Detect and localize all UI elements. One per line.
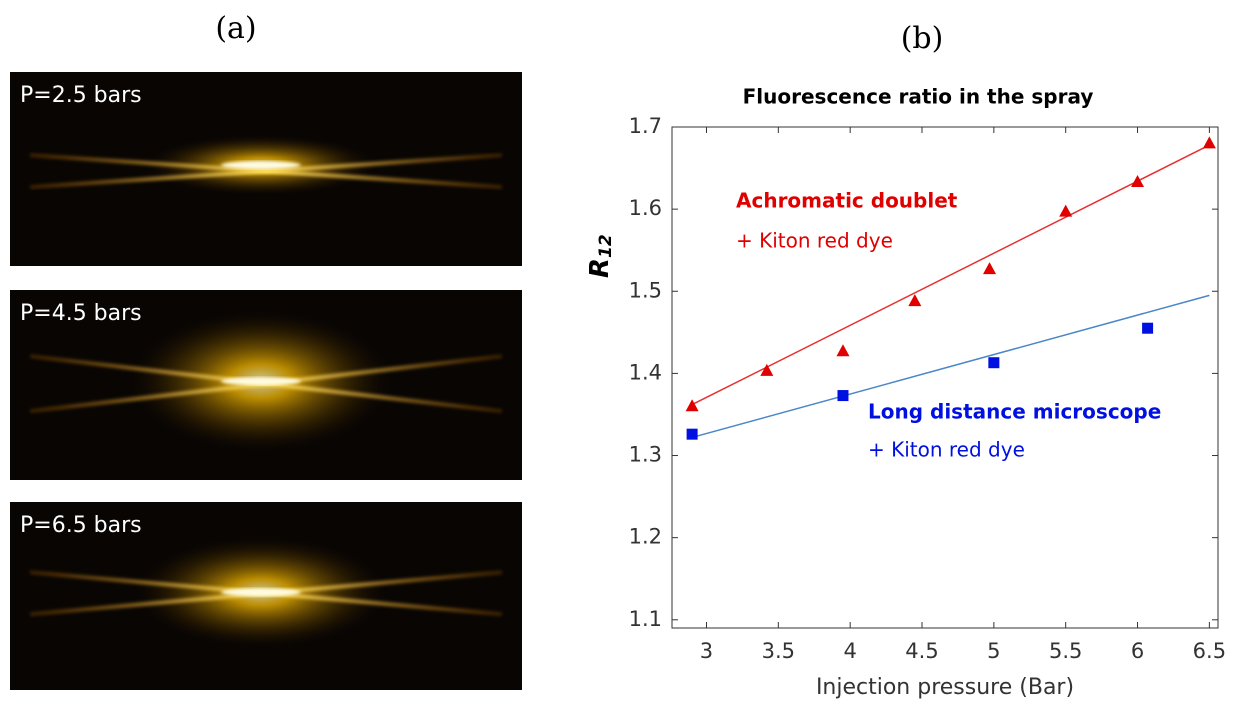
x-tick-label: 4 — [843, 639, 856, 663]
spray-image: P=4.5 bars — [10, 290, 522, 480]
data-point — [685, 399, 699, 412]
panel-label: (a) — [215, 11, 256, 46]
x-tick-label: 4.5 — [905, 639, 938, 663]
data-point — [988, 357, 1000, 369]
y-tick-label: 1.2 — [629, 525, 662, 549]
y-tick-label: 1.5 — [629, 278, 662, 302]
fit-line — [691, 144, 1210, 406]
plot-frame — [671, 126, 1219, 629]
y-axis-label-sub: 12 — [596, 234, 616, 258]
annotation: Long distance microscope — [868, 400, 1161, 424]
data-point — [1059, 204, 1073, 217]
data-point — [686, 428, 698, 440]
x-tick-label: 5.5 — [1049, 639, 1082, 663]
chart-title: Fluorescence ratio in the spray — [743, 85, 1094, 109]
y-tick-label: 1.1 — [629, 607, 662, 631]
spray-core — [220, 161, 301, 170]
x-axis-label: Injection pressure (Bar) — [816, 675, 1074, 700]
image-label: P=4.5 bars — [20, 301, 142, 326]
spray-image: P=2.5 bars — [10, 72, 522, 266]
x-tick-label: 3 — [700, 639, 713, 663]
spray-image: P=6.5 bars — [10, 502, 522, 690]
data-point — [1131, 175, 1145, 188]
data-point — [1142, 322, 1154, 334]
image-label: P=6.5 bars — [20, 513, 142, 538]
x-tick-label: 6.5 — [1193, 639, 1226, 663]
fit-line — [691, 294, 1210, 439]
data-point — [760, 363, 774, 376]
y-tick-label: 1.7 — [629, 114, 662, 138]
x-tick-label: 5 — [987, 639, 1000, 663]
panel-label: (b) — [901, 21, 944, 56]
spray-core — [220, 377, 301, 386]
data-point — [1202, 136, 1216, 149]
annotation: + Kiton red dye — [868, 438, 1025, 462]
spray-sheet — [29, 153, 503, 190]
data-point — [983, 262, 997, 275]
data-point — [908, 294, 922, 307]
annotation: Achromatic doublet — [736, 189, 958, 213]
y-axis-label: R12 — [585, 234, 617, 278]
x-tick-label: 3.5 — [762, 639, 795, 663]
y-tick-label: 1.4 — [629, 360, 662, 384]
spray-core — [220, 588, 301, 597]
x-tick-label: 6 — [1131, 639, 1144, 663]
data-point — [837, 390, 849, 402]
y-tick-label: 1.3 — [629, 443, 662, 467]
annotation: + Kiton red dye — [736, 229, 893, 253]
data-point — [836, 344, 850, 357]
y-tick-label: 1.6 — [629, 196, 662, 220]
image-label: P=2.5 bars — [20, 83, 142, 108]
y-axis-label-main: R — [585, 258, 615, 278]
